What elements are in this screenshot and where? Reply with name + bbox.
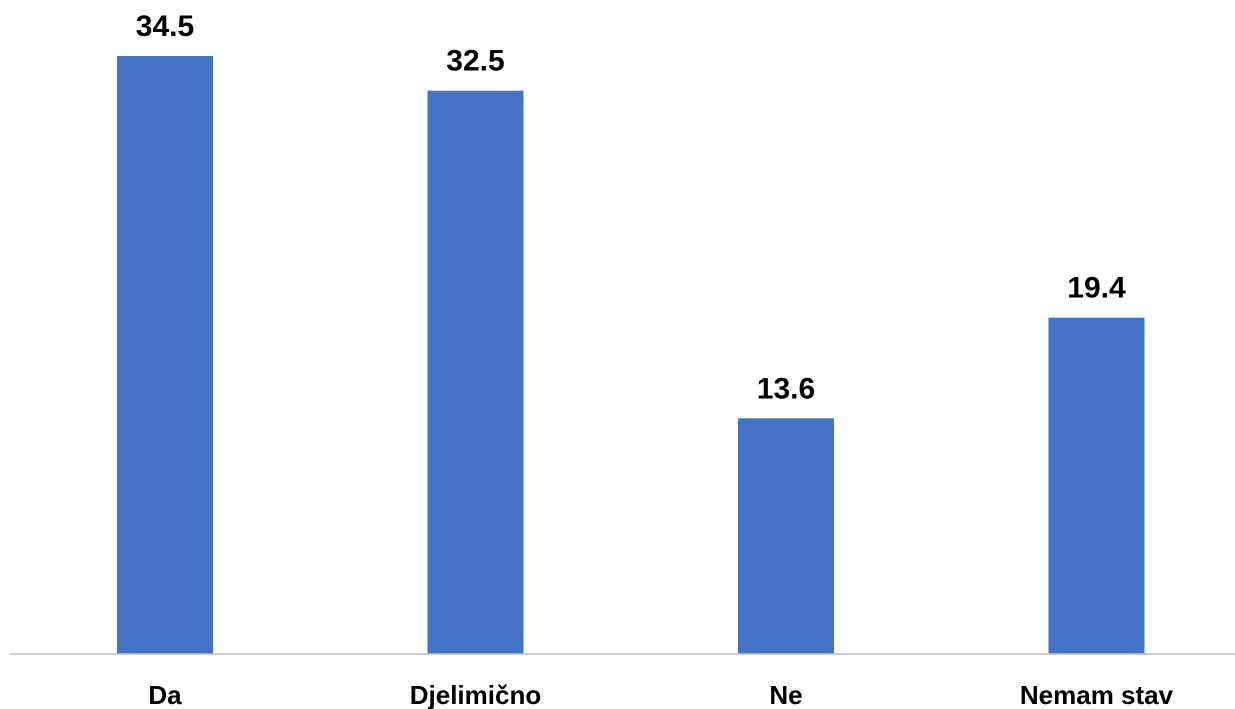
bars-group <box>117 56 1145 654</box>
category-label-3: Nemam stav <box>1020 680 1174 709</box>
bar-0 <box>117 56 213 654</box>
bar-3 <box>1048 317 1145 654</box>
data-labels-group: 34.5 32.5 13.6 19.4 <box>136 10 1126 405</box>
data-label-0: 34.5 <box>136 10 194 43</box>
bar-1 <box>427 90 524 654</box>
data-label-1: 32.5 <box>446 45 504 78</box>
category-label-1: Djelimično <box>410 680 541 709</box>
category-labels-group: Da Djelimično Ne Nemam stav <box>148 680 1173 709</box>
category-label-0: Da <box>148 680 182 709</box>
category-label-2: Ne <box>769 680 802 709</box>
data-label-3: 19.4 <box>1067 272 1126 305</box>
data-label-2: 13.6 <box>757 372 815 405</box>
bar-2 <box>738 418 834 654</box>
